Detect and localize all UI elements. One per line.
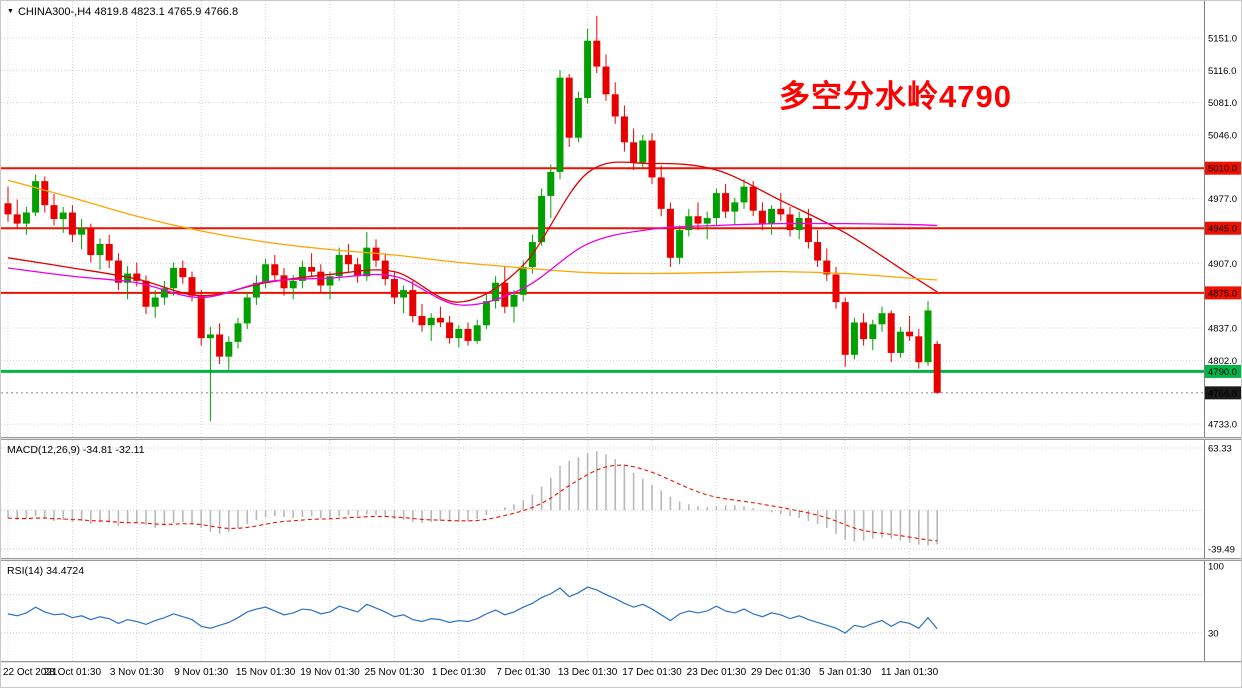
svg-text:4802.0: 4802.0 <box>1208 356 1237 367</box>
time-label: 19 Nov 01:30 <box>300 667 360 678</box>
svg-text:4790.0: 4790.0 <box>1208 367 1237 378</box>
svg-text:5081.0: 5081.0 <box>1208 98 1237 109</box>
macd-panel-canvas[interactable]: 63.33 -39.49 <box>1 440 1242 558</box>
time-label: 22 Oct 2021 <box>3 667 58 678</box>
time-label: 28 Oct 01:30 <box>43 667 102 678</box>
ma-mid-magenta <box>7 222 938 306</box>
annotation-text: 多空分水岭4790 <box>779 79 1012 114</box>
macd-signal-line <box>7 464 938 542</box>
svg-text:4766.8: 4766.8 <box>1208 388 1237 399</box>
svg-text:4945.0: 4945.0 <box>1208 224 1237 235</box>
time-axis[interactable]: 22 Oct 2021 28 Oct 01:30 3 Nov 01:30 9 Nov … <box>1 663 1241 687</box>
grid <box>1 1 1204 437</box>
rsi-line <box>7 586 938 634</box>
svg-text:4875.0: 4875.0 <box>1208 288 1237 299</box>
svg-text:4733.0: 4733.0 <box>1208 420 1237 431</box>
time-label: 1 Dec 01:30 <box>431 667 486 678</box>
svg-text:4977.0: 4977.0 <box>1208 194 1237 205</box>
time-label: 25 Nov 01:30 <box>364 667 425 678</box>
svg-text:5046.0: 5046.0 <box>1208 130 1237 141</box>
horizontal-levels[interactable]: 5010.0 4945.0 4875.0 4790.0 <box>1 161 1242 378</box>
grid <box>1 561 1204 661</box>
time-label: 3 Nov 01:30 <box>109 667 164 678</box>
svg-text:63.33: 63.33 <box>1208 444 1232 455</box>
price-chart-canvas[interactable]: 5151.0 5116.0 5081.0 5046.0 4977.0 4907.0 4837… <box>1 1 1242 437</box>
time-label: 17 Dec 01:30 <box>622 667 682 678</box>
time-label: 7 Dec 01:30 <box>496 667 551 678</box>
svg-text:5010.0: 5010.0 <box>1208 164 1237 175</box>
time-label: 23 Dec 01:30 <box>686 667 747 678</box>
axis-divider <box>1 661 1241 663</box>
symbol-header: ▼ CHINA300-,H4 4819.8 4823.1 4765.9 4766.… <box>7 6 238 18</box>
ma-slow-orange <box>7 179 938 281</box>
moving-average-lines <box>7 161 938 306</box>
time-label: 15 Nov 01:30 <box>235 667 296 678</box>
dropdown-icon[interactable]: ▼ <box>7 8 14 15</box>
symbol-ohlc-text: CHINA300-,H4 4819.8 4823.1 4765.9 4766.8 <box>17 6 239 18</box>
svg-text:5151.0: 5151.0 <box>1208 33 1237 44</box>
rsi-panel-canvas[interactable]: 100 30 <box>1 561 1242 661</box>
panel-divider[interactable] <box>1 437 1241 440</box>
price-scale[interactable]: 5151.0 5116.0 5081.0 5046.0 4977.0 4907.0 4837… <box>1208 33 1237 430</box>
svg-text:30: 30 <box>1208 629 1219 640</box>
svg-text:5116.0: 5116.0 <box>1208 66 1236 77</box>
time-label: 9 Nov 01:30 <box>174 667 229 678</box>
svg-text:4907.0: 4907.0 <box>1208 259 1237 270</box>
rsi-indicator-label: RSI(14) 34.4724 <box>7 565 85 577</box>
svg-text:-39.49: -39.49 <box>1208 545 1235 556</box>
time-label: 11 Jan 01:30 <box>881 667 939 678</box>
grid <box>1 440 1204 558</box>
ma-fast-red <box>7 161 938 303</box>
time-label: 5 Jan 01:30 <box>819 667 872 678</box>
time-label: 29 Dec 01:30 <box>751 667 811 678</box>
time-label: 13 Dec 01:30 <box>557 667 618 678</box>
macd-indicator-label: MACD(12,26,9) -34.81 -32.11 <box>7 444 145 456</box>
macd-histogram <box>7 451 939 546</box>
panel-divider[interactable] <box>1 558 1241 561</box>
svg-text:100: 100 <box>1208 562 1224 573</box>
current-price-tag <box>1205 386 1241 400</box>
candlesticks <box>4 15 941 422</box>
svg-text:4837.0: 4837.0 <box>1208 324 1237 335</box>
